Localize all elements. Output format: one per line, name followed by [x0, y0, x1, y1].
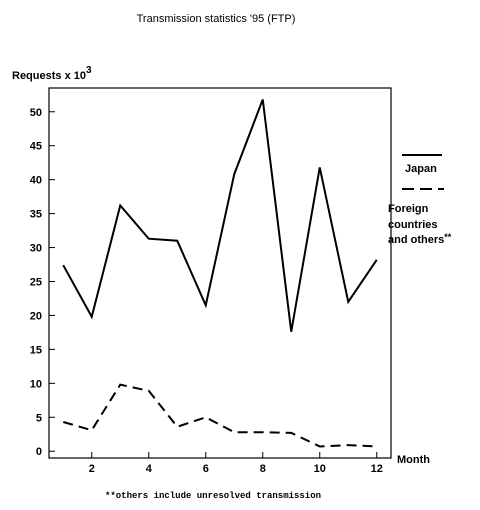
x-axis-ticks: 2 4 6 8 10 12	[89, 452, 383, 475]
x-tick-label: 6	[203, 463, 209, 475]
y-tick-label: 15	[30, 344, 42, 356]
legend-label-foreign-line3: and others	[388, 234, 444, 246]
legend-label-foreign-suffix: **	[444, 232, 452, 242]
y-axis-label-text: Requests x 10	[12, 70, 86, 82]
plot-frame	[48, 87, 392, 459]
y-tick-label: 0	[36, 446, 42, 458]
y-tick-label: 45	[30, 141, 42, 153]
x-tick-label: 12	[371, 463, 383, 475]
y-tick-label: 30	[30, 243, 42, 255]
y-tick-label: 40	[30, 175, 42, 187]
x-tick-label: 8	[260, 463, 266, 475]
y-tick-label: 35	[30, 209, 42, 221]
y-tick-label: 5	[36, 412, 42, 424]
x-tick-label: 2	[89, 463, 95, 475]
y-tick-label: 50	[30, 107, 42, 119]
legend-label-foreign: Foreign countries and others**	[388, 203, 452, 246]
legend-label-foreign-line1: Foreign	[388, 203, 429, 215]
series-line-foreign	[62, 383, 377, 448]
footnote: **others include unresolved transmission	[105, 491, 321, 501]
legend: Japan Foreign countries and others**	[388, 154, 452, 246]
y-axis-label-exponent: 3	[86, 65, 92, 76]
y-tick-label: 25	[30, 276, 42, 288]
y-tick-label: 20	[30, 310, 42, 322]
legend-label-japan: Japan	[405, 163, 437, 175]
x-tick-label: 4	[146, 463, 153, 475]
x-tick-label: 10	[314, 463, 326, 475]
y-axis-ticks: 0 5 10 15 20 25 30 35 40 45 50	[30, 107, 55, 458]
chart-title: Transmission statistics '95 (FTP)	[137, 13, 296, 25]
series-layer	[62, 99, 378, 448]
x-axis-label: Month	[397, 454, 430, 466]
y-tick-label: 10	[30, 378, 42, 390]
series-line-japan	[62, 99, 378, 332]
legend-label-foreign-line2: countries	[388, 219, 438, 231]
y-axis-label: Requests x 103	[12, 65, 92, 82]
